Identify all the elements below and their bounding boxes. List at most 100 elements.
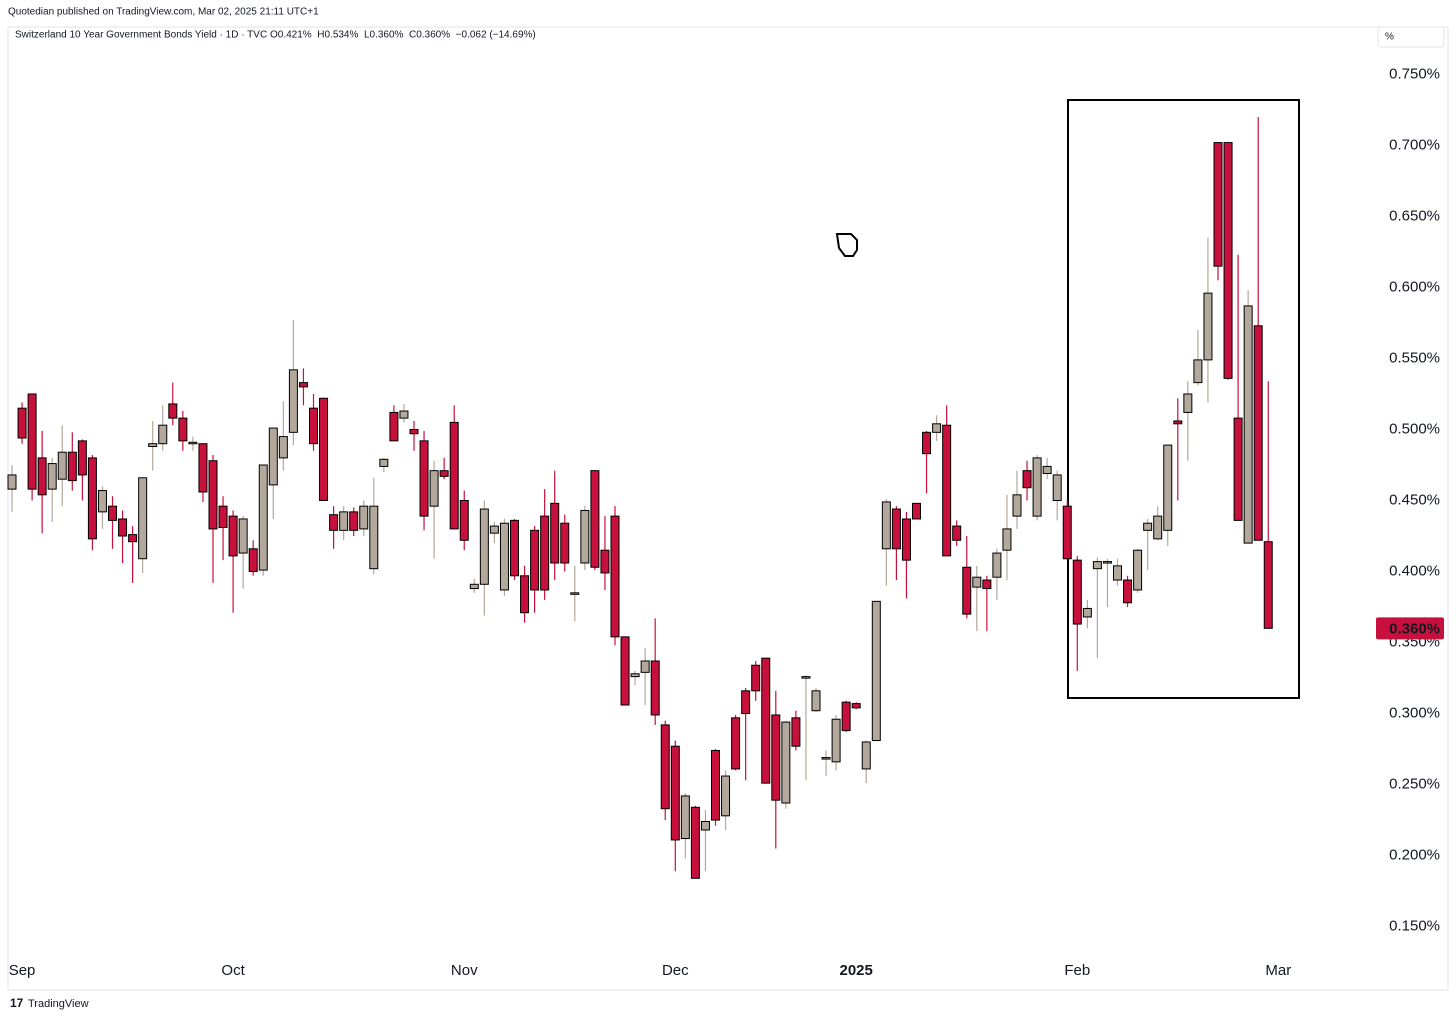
candle-body <box>1032 457 1042 517</box>
last-price-label: 0.360% <box>1389 620 1440 637</box>
candle-body <box>489 525 499 534</box>
candle-body <box>540 515 550 591</box>
candle-body <box>268 427 278 486</box>
y-tick-label: 0.250% <box>1389 776 1440 793</box>
candle-body <box>972 576 982 588</box>
candle-body <box>349 511 359 531</box>
y-tick-label: 0.150% <box>1389 918 1440 935</box>
footer-brand: TradingView <box>28 998 89 1010</box>
candle-body <box>530 529 540 591</box>
candle-body <box>932 423 942 433</box>
candle-body <box>600 549 610 574</box>
candle-body <box>1183 393 1193 413</box>
candle-body <box>1092 561 1102 570</box>
candle-body <box>871 600 881 742</box>
candle-body <box>630 673 640 678</box>
candle-body <box>329 514 339 531</box>
candle-body <box>429 470 439 507</box>
candle-body <box>1153 515 1163 540</box>
candle-body <box>620 636 630 706</box>
candle-body <box>369 505 379 570</box>
candle-body <box>208 460 218 530</box>
candle-body <box>389 411 399 442</box>
y-tick-label: 0.700% <box>1389 136 1440 153</box>
candle-body <box>419 440 429 517</box>
candle-body <box>891 508 901 550</box>
candle-body <box>319 397 329 501</box>
candle-body <box>1072 559 1082 625</box>
candle-body <box>1012 494 1022 517</box>
candle-body <box>580 509 590 564</box>
candle-body <box>1052 474 1062 502</box>
candle-body <box>499 522 509 591</box>
y-tick-label: 0.450% <box>1389 491 1440 508</box>
candle-body <box>922 431 932 455</box>
candle-body <box>1022 470 1032 489</box>
candle-body <box>520 575 530 614</box>
x-tick-label: Sep <box>9 962 36 979</box>
y-tick-label: 0.300% <box>1389 705 1440 722</box>
candle-body <box>791 717 801 747</box>
x-tick-label: 2025 <box>840 962 873 979</box>
candle-body <box>87 457 97 540</box>
candle-body <box>610 515 620 638</box>
candle-body <box>831 718 841 763</box>
candle-body <box>158 424 168 445</box>
x-tick-label: Nov <box>451 962 478 979</box>
y-tick-label: 0.750% <box>1389 65 1440 82</box>
candle-body <box>359 505 369 530</box>
y-tick-label: 0.500% <box>1389 420 1440 437</box>
candle-body <box>660 724 670 810</box>
candle-body <box>27 393 37 490</box>
candle-body <box>309 407 318 445</box>
candle-body <box>7 474 17 490</box>
candle-body <box>590 470 600 568</box>
candle-body <box>168 403 178 419</box>
candle-body <box>1102 561 1112 564</box>
candle-body <box>560 522 570 564</box>
candle-body <box>57 451 67 480</box>
candle-body <box>992 552 1002 578</box>
candle-body <box>298 382 308 388</box>
candle-body <box>1173 420 1183 425</box>
candle-body <box>711 749 720 821</box>
candle-body <box>469 583 479 590</box>
candle-body <box>258 464 268 571</box>
candle-body <box>881 501 891 550</box>
candle-body <box>449 421 459 530</box>
candle-body <box>771 714 781 801</box>
y-tick-label: 0.550% <box>1389 349 1440 366</box>
y-tick-label: 0.600% <box>1389 278 1440 295</box>
y-tick-label: 0.400% <box>1389 562 1440 579</box>
candle-body <box>510 519 519 577</box>
candle-body <box>138 477 148 560</box>
candle-body <box>751 664 761 692</box>
candle-body <box>1233 417 1243 521</box>
x-tick-label: Mar <box>1265 962 1291 979</box>
candle-body <box>550 502 560 564</box>
candle-body <box>741 690 751 715</box>
candle-body <box>1223 142 1233 379</box>
candle-body <box>128 534 138 543</box>
candle-body <box>218 505 228 528</box>
candle-body <box>1193 359 1203 384</box>
candle-body <box>982 579 992 590</box>
candle-body <box>670 745 680 841</box>
candle-body <box>1042 465 1052 475</box>
scale-unit-box[interactable] <box>1377 26 1445 48</box>
candle-body <box>399 410 409 419</box>
candle-body <box>912 502 921 520</box>
candle-body <box>178 417 188 442</box>
candle-body <box>248 548 258 573</box>
scale-unit[interactable]: % <box>1385 32 1394 43</box>
candle-body <box>861 741 871 770</box>
candle-body <box>781 721 791 804</box>
candle-body <box>1253 325 1263 541</box>
highlight-box <box>1067 99 1300 699</box>
last-price-tag <box>1376 617 1444 640</box>
candle-body <box>97 490 107 513</box>
candle-body <box>238 518 248 554</box>
candle-body <box>148 443 158 448</box>
candle-body <box>439 470 449 477</box>
